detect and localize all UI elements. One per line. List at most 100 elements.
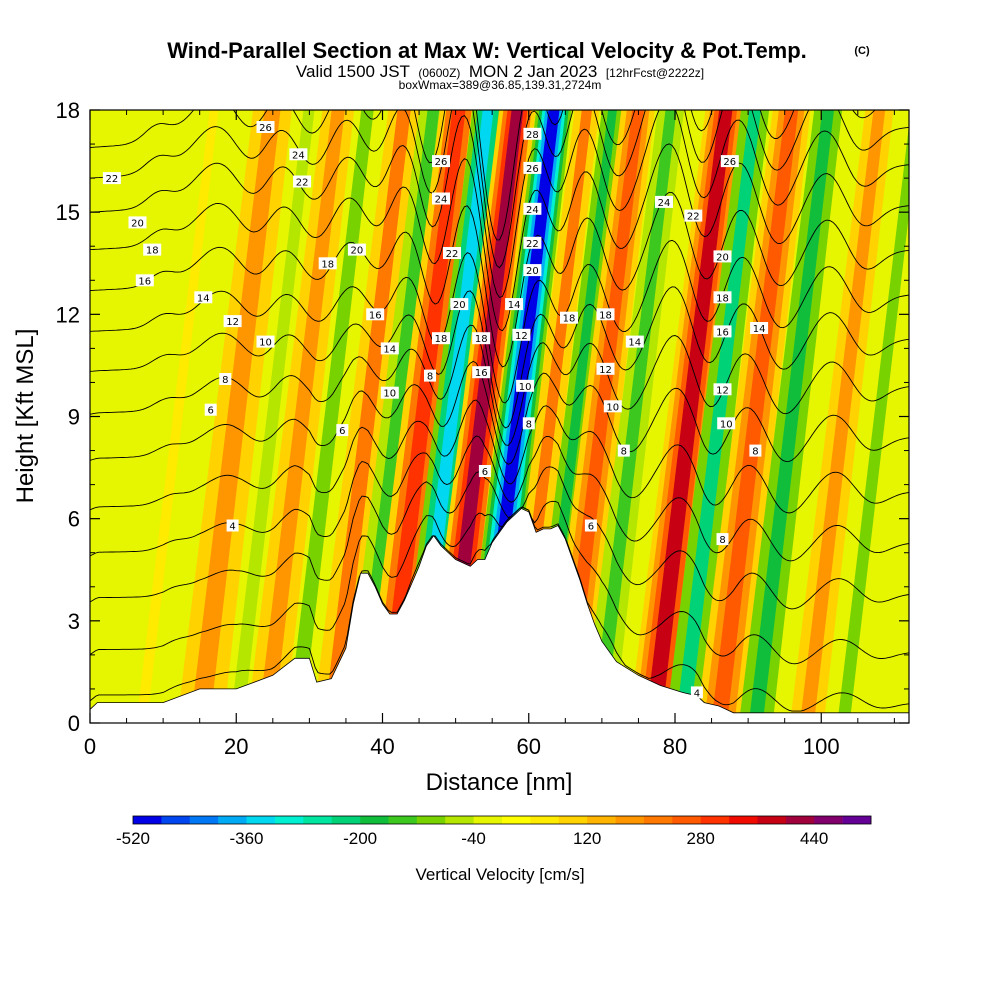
contour-label: 14: [380, 342, 399, 355]
contour-label-bg: [584, 519, 597, 532]
colorbar-swatch: [189, 816, 219, 824]
contour-label-text: 26: [723, 157, 736, 168]
colorbar-swatch: [558, 816, 588, 824]
contour-label: 4: [690, 686, 703, 699]
contour-label-bg: [347, 243, 366, 256]
contour-label-text: 14: [383, 344, 396, 355]
contour-label-text: 8: [621, 447, 627, 458]
contour-label: 10: [516, 379, 535, 393]
contour-label-bg: [684, 209, 703, 222]
contour-label-text: 16: [369, 310, 382, 321]
colorbar-tick-label: -520: [116, 829, 150, 848]
colorbar-swatch: [360, 816, 389, 824]
colorbar-swatch: [587, 816, 616, 824]
contour-label: 20: [347, 243, 366, 257]
colorbar-swatch: [445, 816, 474, 824]
contour-label-text: 18: [475, 334, 488, 345]
contour-label-text: 8: [752, 447, 758, 458]
velocity-band: [592, 110, 677, 723]
contour-label-text: 22: [687, 212, 700, 223]
velocity-band: [558, 110, 644, 723]
contour-label: 16: [713, 325, 732, 338]
contour-label: 16: [472, 366, 491, 379]
chart-title: Wind-Parallel Section at Max W: Vertical…: [167, 38, 807, 63]
contour-label: 14: [750, 322, 769, 335]
contour-label-bg: [450, 298, 469, 311]
y-tick-label: 3: [68, 609, 80, 634]
colorbar-swatch: [473, 816, 503, 824]
contour-label-text: 14: [628, 338, 641, 349]
contour-label-text: 12: [515, 331, 528, 342]
contour-label: 24: [523, 202, 542, 216]
contour-label-text: 18: [321, 259, 334, 270]
theta-contour-line: [90, 360, 909, 465]
x-axis-label: Distance [nm]: [426, 769, 573, 796]
contour-label-text: 28: [526, 130, 539, 141]
contour-label-bg: [523, 161, 542, 174]
contour-label: 18: [596, 308, 615, 321]
contour-label-bg: [655, 195, 673, 208]
colorbar-swatch: [729, 816, 758, 824]
contour-label-bg: [523, 202, 542, 215]
contour-label-bg: [472, 366, 491, 379]
contour-label-text: 6: [339, 426, 345, 437]
contour-label-bg: [219, 373, 232, 385]
colorbar-ticks: -520 -360 -200 -40 120 280 440: [116, 829, 828, 848]
box-info: boxWmax=389@36.85,139.31,2724m: [399, 78, 602, 92]
colorbar-swatch: [814, 816, 843, 824]
contour-label-bg: [560, 311, 578, 324]
contour-label-bg: [223, 315, 242, 328]
colorbar-swatch: [757, 816, 787, 824]
forecast-info: [12hrFcst@2222z]: [606, 66, 704, 80]
velocity-band: [287, 110, 374, 723]
contour-label-bg: [523, 127, 542, 140]
copyright-mark: (C): [854, 45, 870, 57]
contour-label-text: 10: [383, 389, 396, 400]
theta-contour-line: [90, 110, 909, 269]
colorbar-swatch: [218, 816, 247, 824]
colorbar-swatch: [842, 816, 872, 824]
contour-label-text: 8: [222, 375, 228, 386]
theta-contour-line: [90, 110, 909, 299]
colorbar-swatch: [331, 816, 361, 824]
contour-label: 8: [424, 369, 436, 383]
contour-label-text: 12: [226, 317, 239, 328]
contour-label-text: 26: [259, 123, 272, 134]
contour-label-text: 24: [435, 195, 448, 206]
contour-label-bg: [318, 257, 337, 270]
contour-label: 22: [293, 175, 312, 189]
velocity-band: [645, 110, 733, 723]
contour-label: 6: [584, 519, 597, 533]
velocity-band: [748, 110, 834, 723]
contour-label-bg: [443, 247, 461, 259]
valid-utc: (0600Z): [418, 66, 460, 80]
velocity-band: [323, 110, 411, 723]
x-tick-label: 0: [84, 734, 96, 759]
y-tick-label: 9: [68, 405, 80, 430]
velocity-band: [837, 125, 909, 723]
contour-label: 18: [472, 332, 491, 345]
contour-label: 10: [603, 400, 622, 413]
y-tick-label: 0: [68, 711, 80, 736]
theta-contour-line: [90, 110, 876, 241]
colorbar-swatch: [161, 816, 191, 824]
contour-label-text: 18: [146, 246, 159, 257]
contour-label-text: 6: [588, 522, 594, 533]
colorbar-frame: [132, 815, 872, 825]
contour-label-bg: [256, 121, 275, 133]
theta-contour-line: [90, 239, 909, 404]
valid-date: MON 2 Jan 2023: [469, 62, 598, 81]
contour-label: 22: [684, 209, 703, 223]
contour-label-text: 22: [296, 178, 309, 189]
contour-label-text: 16: [475, 368, 488, 379]
contour-label-text: 26: [435, 157, 448, 168]
contour-label-bg: [713, 291, 732, 304]
colorbar-swatch: [643, 816, 673, 824]
contour-label-bg: [505, 298, 524, 311]
contour-label-text: 4: [694, 688, 700, 699]
contour-label: 10: [380, 386, 399, 400]
contour-label-text: 8: [427, 372, 433, 383]
contour-label-text: 24: [292, 150, 305, 161]
x-axis: 0 20 40 60 80 100: [84, 110, 895, 759]
contour-label-text: 16: [138, 276, 151, 287]
